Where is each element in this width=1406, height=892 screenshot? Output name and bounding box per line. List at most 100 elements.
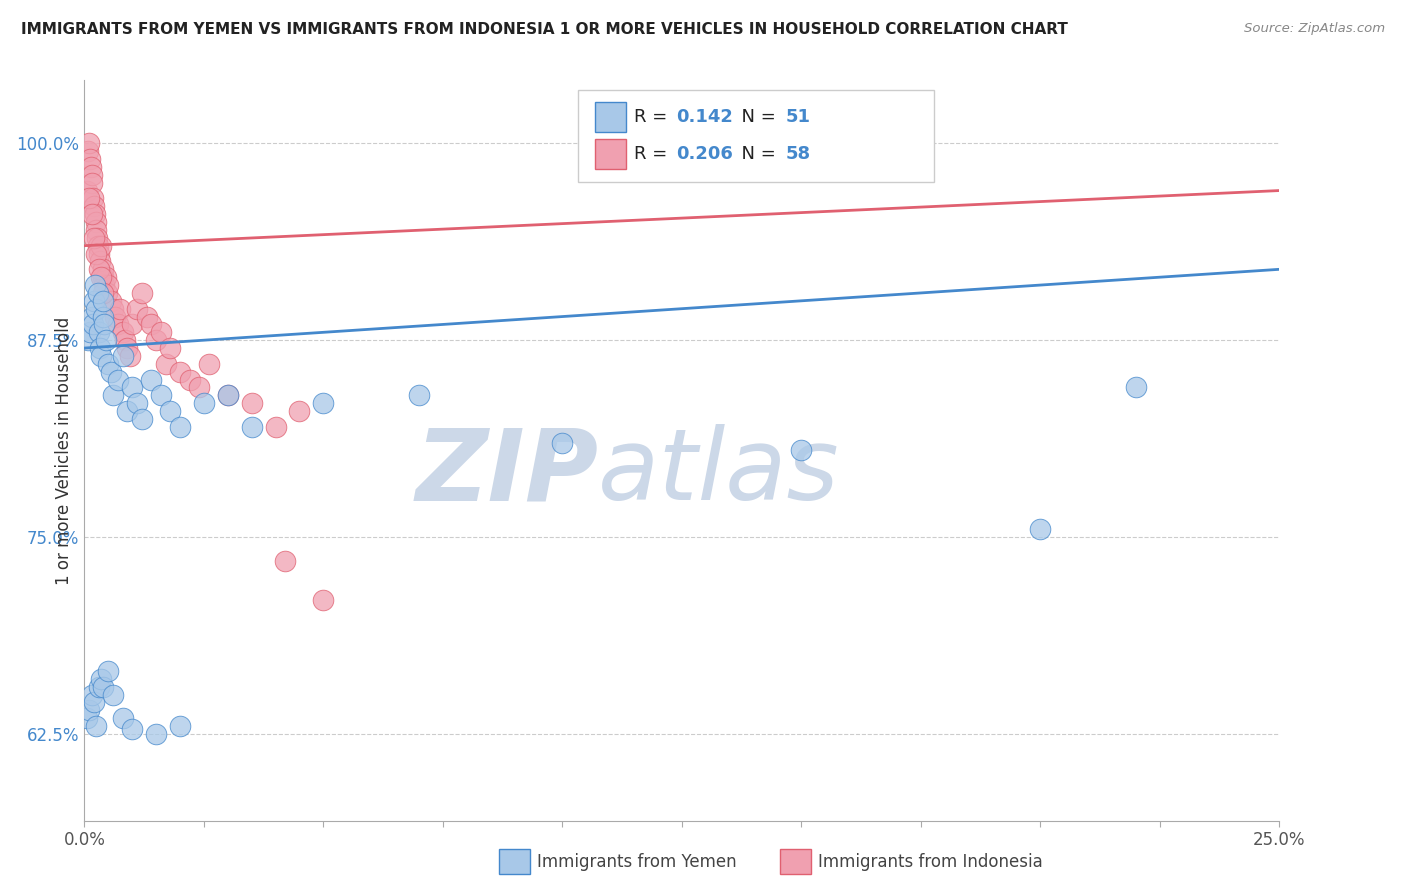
Point <box>93 318 115 332</box>
Point <box>188 380 211 394</box>
Point <box>86 246 108 260</box>
Text: 58: 58 <box>786 145 811 163</box>
Point <box>93 278 115 293</box>
Point <box>91 310 114 324</box>
Point <box>93 680 115 694</box>
Point <box>155 357 177 371</box>
Point <box>80 160 103 174</box>
Point <box>131 285 153 300</box>
Point <box>77 191 100 205</box>
Point <box>111 711 134 725</box>
Point <box>87 238 110 252</box>
Point <box>93 293 115 308</box>
Point <box>131 412 153 426</box>
Point <box>79 326 101 340</box>
Point <box>76 184 98 198</box>
Point <box>82 318 104 332</box>
Point <box>107 373 129 387</box>
Point <box>77 703 100 717</box>
Point <box>91 270 114 285</box>
Point <box>145 333 167 347</box>
Text: N =: N = <box>730 108 782 126</box>
Text: IMMIGRANTS FROM YEMEN VS IMMIGRANTS FROM INDONESIA 1 OR MORE VEHICLES IN HOUSEHO: IMMIGRANTS FROM YEMEN VS IMMIGRANTS FROM… <box>21 22 1069 37</box>
Point <box>86 719 108 733</box>
Point <box>90 270 112 285</box>
Text: R =: R = <box>634 145 673 163</box>
Point <box>135 310 157 324</box>
Point <box>312 396 335 410</box>
Point <box>107 318 129 332</box>
Point <box>89 341 111 355</box>
Text: Immigrants from Indonesia: Immigrants from Indonesia <box>818 853 1043 871</box>
Point <box>121 723 143 737</box>
Point <box>93 285 115 300</box>
Point <box>87 285 110 300</box>
Point <box>93 262 115 277</box>
Point <box>83 278 105 293</box>
Point <box>159 404 181 418</box>
Point <box>97 664 120 678</box>
Point <box>86 301 108 316</box>
Point <box>551 435 574 450</box>
Point <box>117 341 139 355</box>
Text: 51: 51 <box>786 108 811 126</box>
Point <box>90 238 112 252</box>
Text: atlas: atlas <box>599 425 839 521</box>
Point <box>1029 522 1052 536</box>
Text: 0.142: 0.142 <box>676 108 733 126</box>
Point <box>169 365 191 379</box>
Point <box>96 285 118 300</box>
Point <box>86 231 108 245</box>
Point <box>312 593 335 607</box>
Point <box>121 318 143 332</box>
Point <box>141 318 163 332</box>
Point <box>111 326 134 340</box>
Point <box>288 404 311 418</box>
Point <box>89 254 111 268</box>
Point <box>169 420 191 434</box>
Point <box>94 270 117 285</box>
Point <box>77 136 100 151</box>
Point <box>80 168 103 182</box>
Point <box>179 373 201 387</box>
Point <box>169 719 191 733</box>
Point <box>97 357 120 371</box>
Point <box>408 388 430 402</box>
Point <box>82 191 104 205</box>
Point <box>101 301 124 316</box>
Point <box>240 396 263 410</box>
Text: N =: N = <box>730 145 782 163</box>
Point <box>141 373 163 387</box>
Point <box>90 672 112 686</box>
Point <box>125 396 148 410</box>
Point <box>117 404 139 418</box>
Point <box>159 341 181 355</box>
Point <box>80 310 103 324</box>
Point <box>76 711 98 725</box>
Point <box>217 388 239 402</box>
Point <box>274 554 297 568</box>
Point <box>84 215 107 229</box>
Point <box>149 326 172 340</box>
Text: R =: R = <box>634 108 673 126</box>
Point <box>83 207 105 221</box>
Text: Immigrants from Yemen: Immigrants from Yemen <box>537 853 737 871</box>
Point <box>145 727 167 741</box>
Point <box>100 293 122 308</box>
Point <box>1125 380 1147 394</box>
Point <box>790 443 813 458</box>
Point <box>83 696 105 710</box>
Point <box>110 301 132 316</box>
Point <box>87 262 110 277</box>
Point <box>87 246 110 260</box>
Point <box>94 333 117 347</box>
Point <box>197 357 219 371</box>
Point <box>79 152 101 166</box>
Point <box>77 144 100 158</box>
Point <box>87 680 110 694</box>
Y-axis label: 1 or more Vehicles in Household: 1 or more Vehicles in Household <box>55 317 73 584</box>
Text: 0.206: 0.206 <box>676 145 733 163</box>
Point <box>90 349 112 363</box>
Point <box>86 223 108 237</box>
Point <box>87 326 110 340</box>
